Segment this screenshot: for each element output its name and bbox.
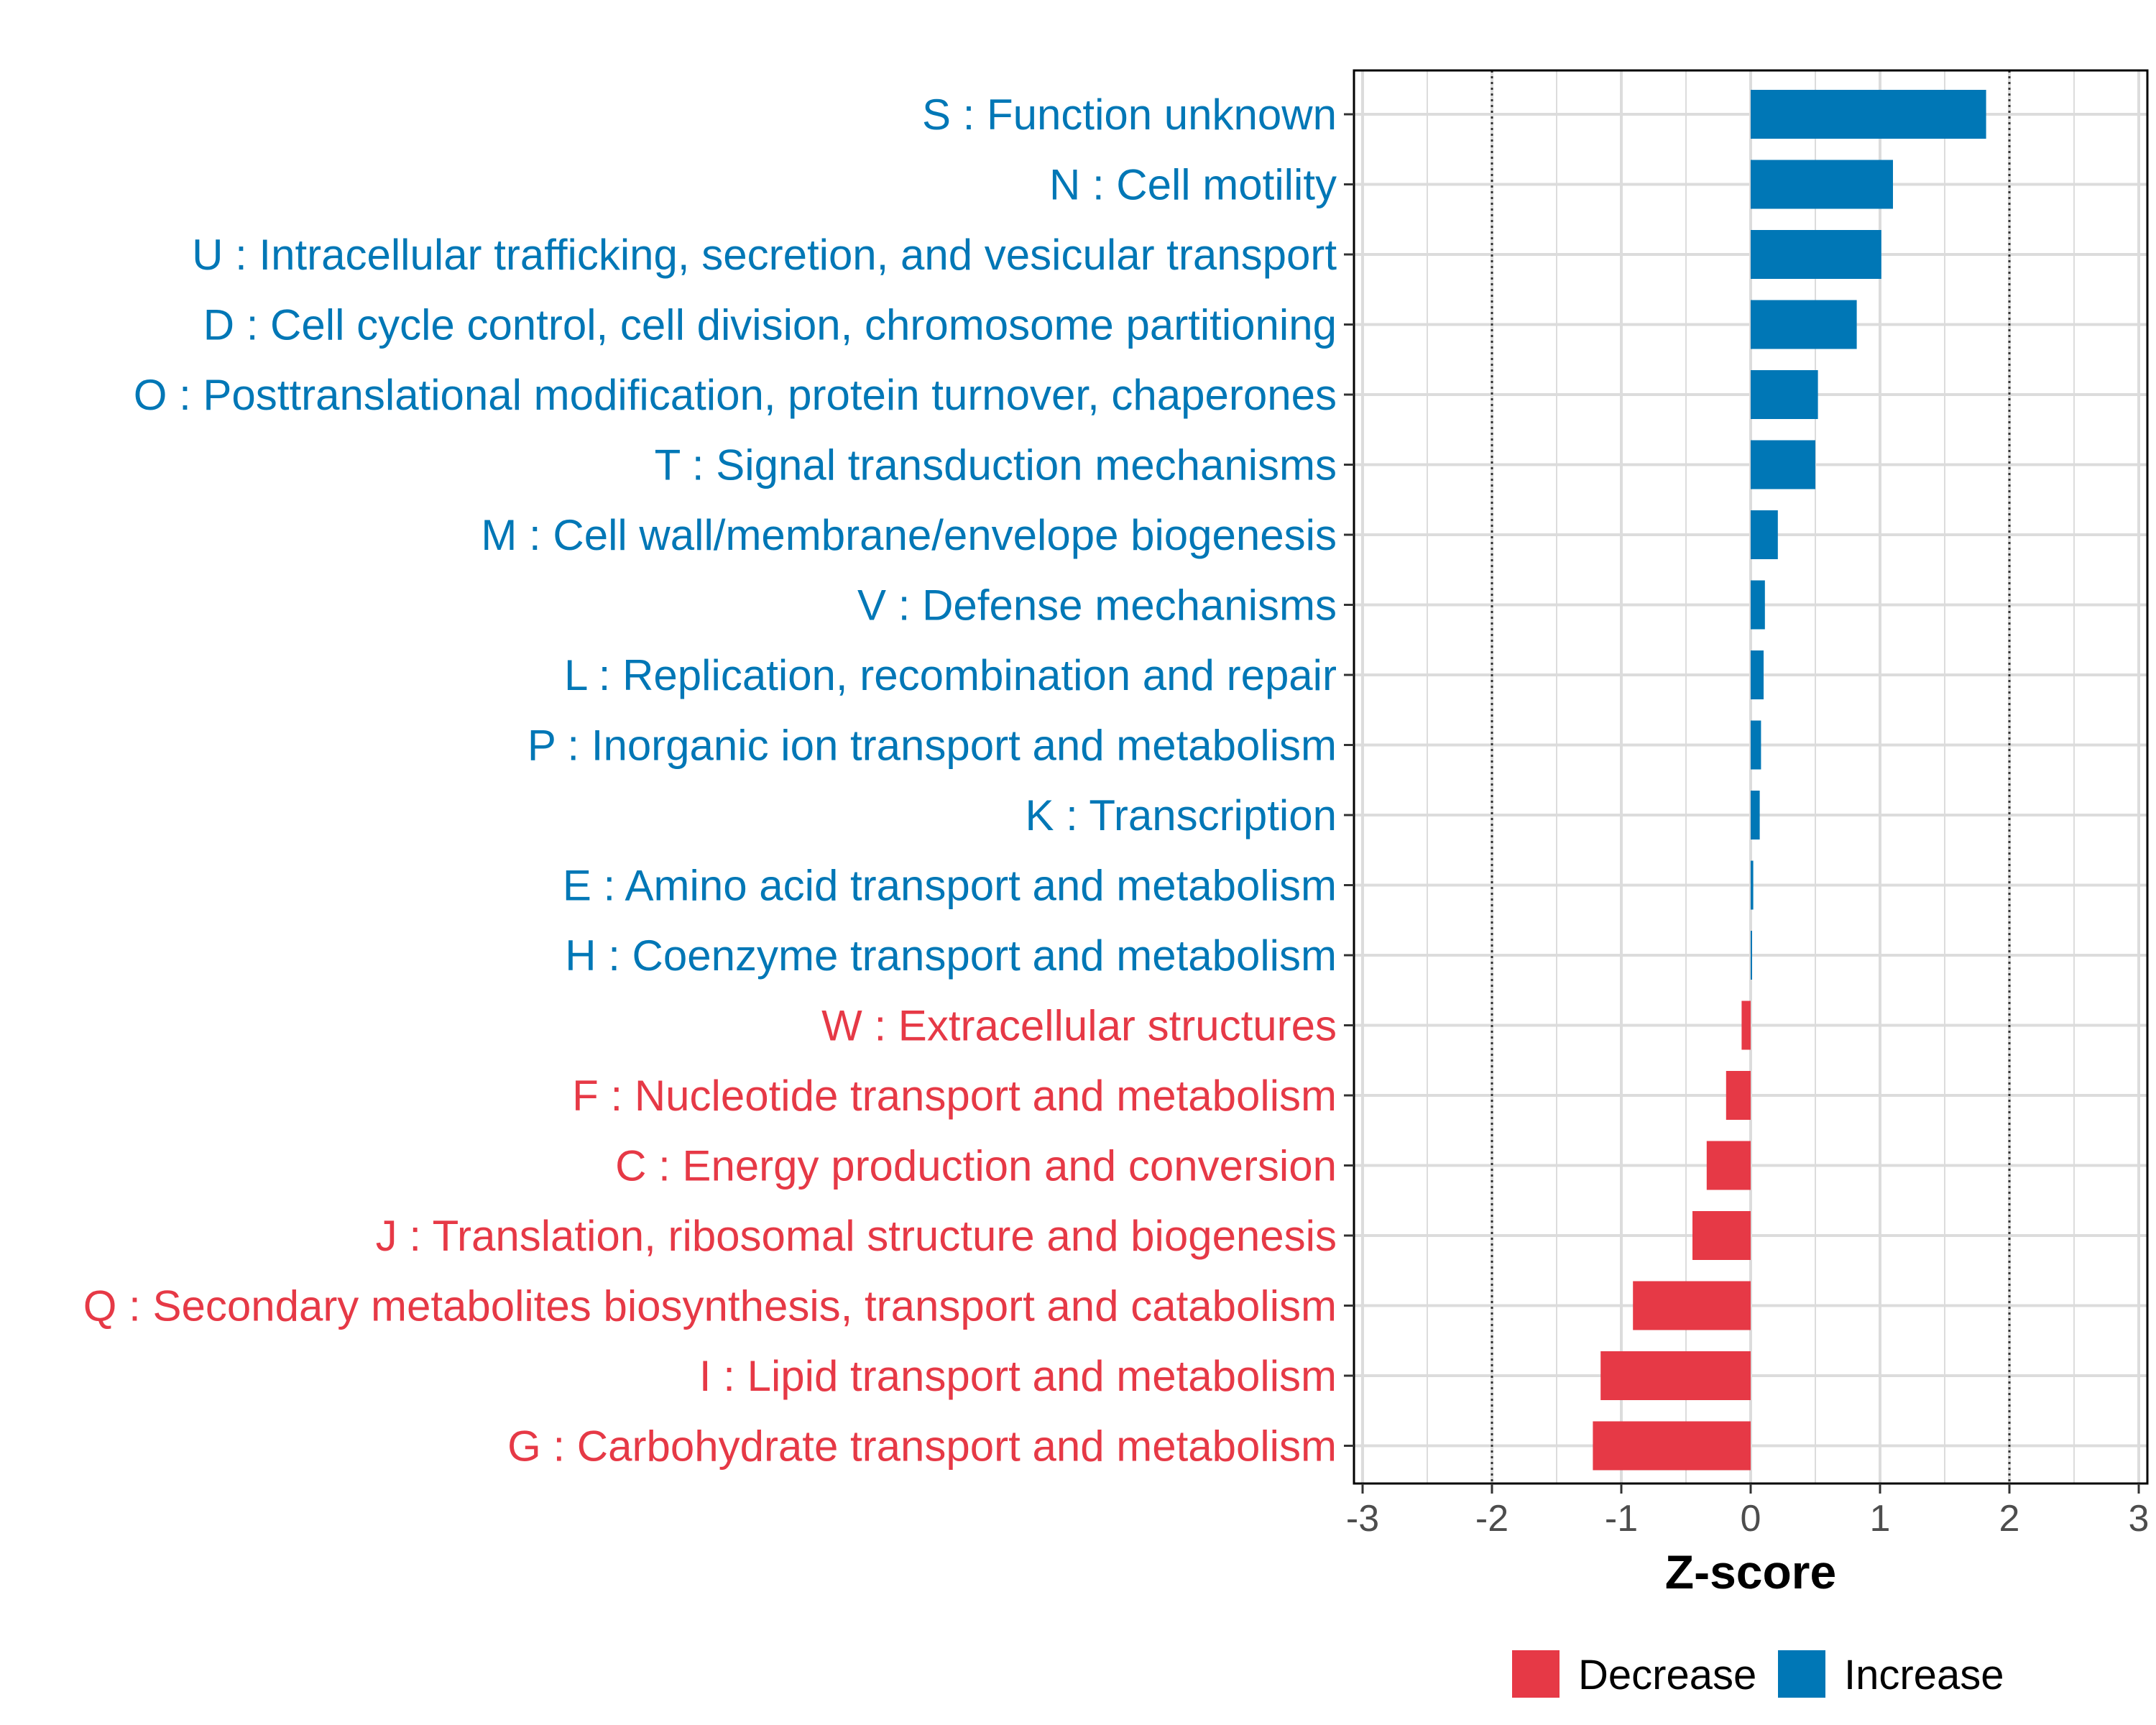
category-label: N : Cell motility [1049, 161, 1337, 209]
bars [1593, 90, 1986, 1471]
x-axis-ticks: -3 -2 -1 0 1 2 3 [1346, 1484, 2150, 1540]
bar [1751, 720, 1761, 770]
bar [1751, 90, 1986, 139]
category-label: C : Energy production and conversion [615, 1142, 1337, 1190]
bar [1751, 791, 1760, 840]
category-label: S : Function unknown [922, 91, 1337, 139]
category-label: D : Cell cycle control, cell division, c… [203, 301, 1337, 349]
bar [1593, 1421, 1751, 1471]
x-tick-label: 1 [1870, 1498, 1891, 1540]
category-label: O : Posttranslational modification, prot… [134, 371, 1337, 419]
bar [1600, 1351, 1751, 1400]
category-label: L : Replication, recombination and repai… [564, 651, 1337, 699]
category-label: Q : Secondary metabolites biosynthesis, … [83, 1282, 1337, 1330]
x-axis-title: Z-score [1665, 1545, 1836, 1598]
category-label: E : Amino acid transport and metabolism [563, 862, 1337, 910]
x-tick-label: -1 [1605, 1498, 1638, 1540]
legend-label: Decrease [1578, 1652, 1756, 1698]
legend: Decrease Increase [1512, 1650, 2004, 1698]
y-axis-ticks [1344, 113, 1354, 1447]
legend-swatch [1512, 1650, 1560, 1698]
bar [1751, 160, 1893, 209]
bar [1751, 230, 1881, 279]
bar [1692, 1211, 1751, 1260]
bar [1751, 440, 1815, 489]
bar [1751, 650, 1764, 699]
category-label: K : Transcription [1025, 791, 1337, 840]
category-labels: S : Function unknown N : Cell motility U :… [83, 91, 1337, 1471]
bar [1726, 1071, 1751, 1120]
x-tick-label: 3 [2129, 1498, 2150, 1540]
category-label: V : Defense mechanisms [857, 581, 1337, 630]
bar [1751, 370, 1818, 419]
bar [1751, 580, 1765, 630]
bar [1751, 860, 1754, 910]
category-label: J : Translation, ribosomal structure and… [376, 1212, 1337, 1260]
bar [1741, 1000, 1751, 1050]
legend-swatch [1778, 1650, 1825, 1698]
bar [1751, 510, 1778, 559]
category-label: T : Signal transduction mechanisms [655, 441, 1337, 489]
bar [1633, 1281, 1751, 1330]
x-tick-label: -3 [1346, 1498, 1379, 1540]
bar [1706, 1141, 1751, 1190]
grid [1354, 70, 2147, 1484]
category-label: F : Nucleotide transport and metabolism [572, 1072, 1337, 1120]
category-label: M : Cell wall/membrane/envelope biogenes… [481, 511, 1337, 559]
category-label: P : Inorganic ion transport and metaboli… [528, 722, 1337, 770]
x-tick-label: 2 [1999, 1498, 2020, 1540]
category-label: U : Intracellular trafficking, secretion… [192, 231, 1337, 279]
category-label: W : Extracellular structures [821, 1002, 1337, 1050]
bar [1751, 300, 1857, 349]
category-label: G : Carbohydrate transport and metabolis… [507, 1422, 1337, 1471]
legend-label: Increase [1844, 1652, 2004, 1698]
x-tick-label: -2 [1475, 1498, 1508, 1540]
category-label: H : Coenzyme transport and metabolism [565, 932, 1337, 980]
bar [1751, 931, 1752, 980]
x-tick-label: 0 [1741, 1498, 1761, 1540]
category-label: I : Lipid transport and metabolism [699, 1352, 1337, 1400]
